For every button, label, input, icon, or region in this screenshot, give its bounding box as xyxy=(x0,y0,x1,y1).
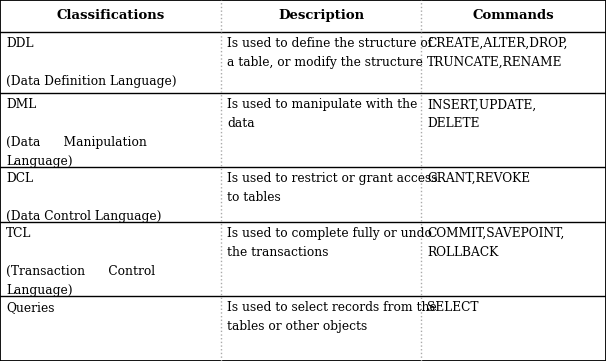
Text: Is used to complete fully or undo
the transactions: Is used to complete fully or undo the tr… xyxy=(227,227,432,259)
Text: DDL

(Data Definition Language): DDL (Data Definition Language) xyxy=(6,37,177,88)
Text: CREATE,ALTER,DROP,
TRUNCATE,RENAME: CREATE,ALTER,DROP, TRUNCATE,RENAME xyxy=(427,37,568,69)
Text: Queries: Queries xyxy=(6,301,55,314)
Text: SELECT: SELECT xyxy=(427,301,479,314)
Text: GRANT,REVOKE: GRANT,REVOKE xyxy=(427,172,530,185)
Text: INSERT,UPDATE,
DELETE: INSERT,UPDATE, DELETE xyxy=(427,98,536,130)
Text: Commands: Commands xyxy=(473,9,554,22)
Text: Is used to select records from the
tables or other objects: Is used to select records from the table… xyxy=(227,301,437,333)
Text: Description: Description xyxy=(278,9,364,22)
Text: Classifications: Classifications xyxy=(56,9,165,22)
Text: Is used to restrict or grant access
to tables: Is used to restrict or grant access to t… xyxy=(227,172,438,204)
Text: DCL

(Data Control Language): DCL (Data Control Language) xyxy=(6,172,162,223)
Text: COMMIT,SAVEPOINT,
ROLLBACK: COMMIT,SAVEPOINT, ROLLBACK xyxy=(427,227,565,259)
Text: DML

(Data      Manipulation
Language): DML (Data Manipulation Language) xyxy=(6,98,147,168)
Text: TCL

(Transaction      Control
Language): TCL (Transaction Control Language) xyxy=(6,227,155,297)
Text: Is used to manipulate with the
data: Is used to manipulate with the data xyxy=(227,98,418,130)
Text: Is used to define the structure of
a table, or modify the structure: Is used to define the structure of a tab… xyxy=(227,37,433,69)
